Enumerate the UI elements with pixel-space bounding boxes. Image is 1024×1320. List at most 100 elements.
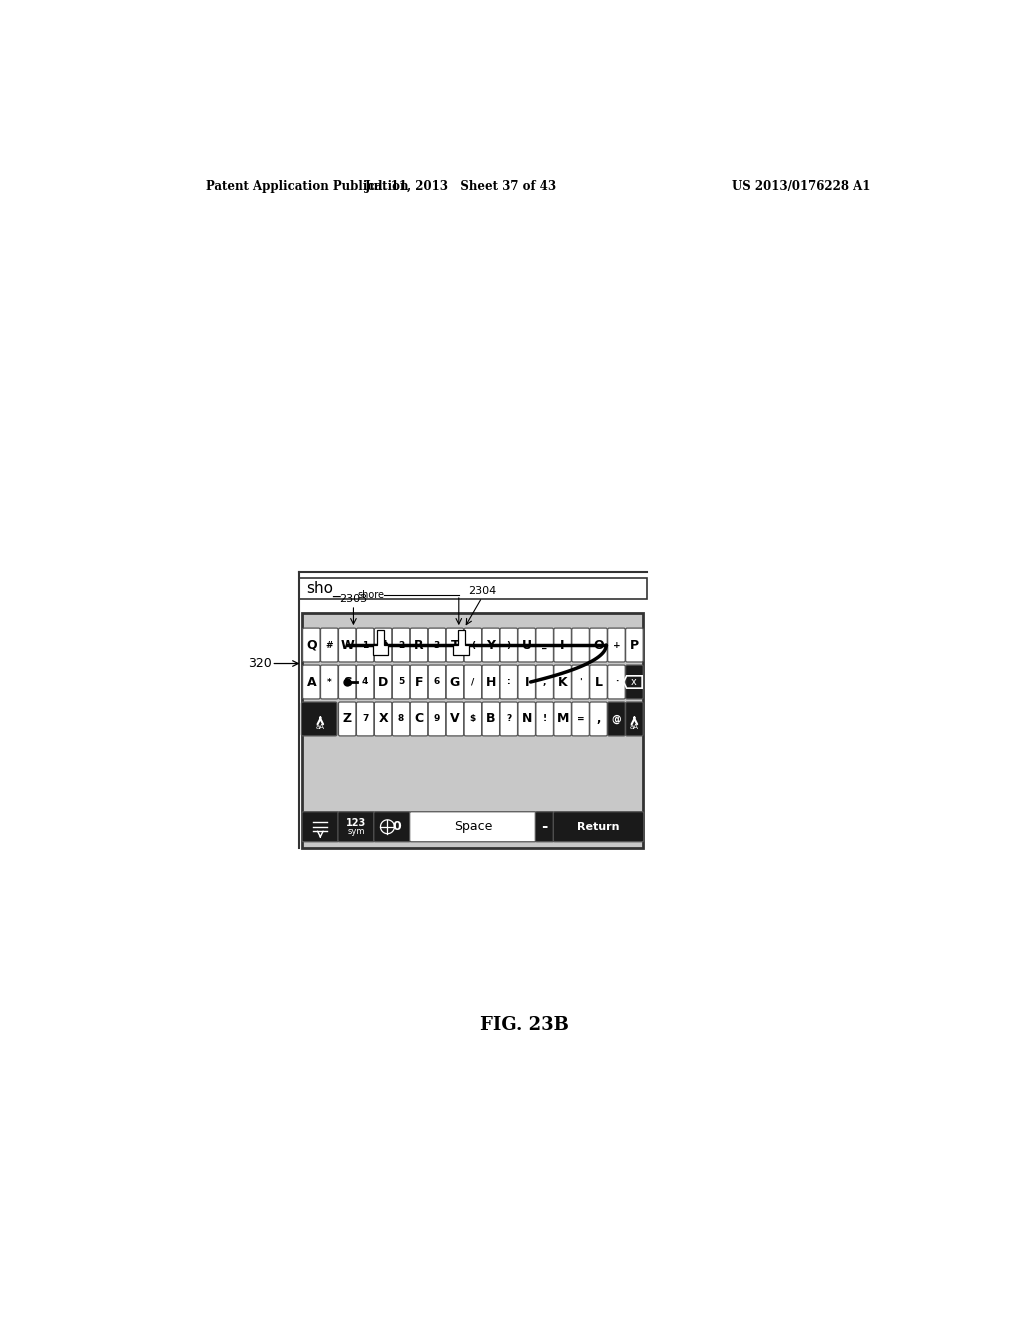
FancyBboxPatch shape bbox=[428, 665, 445, 700]
Text: Z: Z bbox=[343, 713, 352, 726]
Text: shore: shore bbox=[357, 590, 384, 601]
FancyBboxPatch shape bbox=[464, 628, 481, 663]
Text: Return: Return bbox=[578, 822, 620, 832]
Text: ,: , bbox=[543, 677, 547, 686]
Text: ?: ? bbox=[506, 714, 511, 723]
Text: V: V bbox=[451, 713, 460, 726]
FancyBboxPatch shape bbox=[339, 628, 356, 663]
Text: aA: aA bbox=[315, 725, 325, 730]
Text: ): ) bbox=[507, 640, 511, 649]
FancyBboxPatch shape bbox=[411, 628, 428, 663]
Text: !: ! bbox=[543, 714, 547, 723]
Bar bbox=[299, 578, 647, 599]
Text: 9: 9 bbox=[434, 714, 440, 723]
Text: Y: Y bbox=[486, 639, 496, 652]
Text: *: * bbox=[327, 677, 332, 686]
Text: K: K bbox=[558, 676, 567, 689]
Text: $: $ bbox=[470, 714, 476, 723]
FancyBboxPatch shape bbox=[571, 702, 590, 737]
FancyBboxPatch shape bbox=[446, 702, 464, 737]
FancyBboxPatch shape bbox=[392, 702, 410, 737]
FancyBboxPatch shape bbox=[301, 702, 337, 737]
FancyBboxPatch shape bbox=[411, 702, 428, 737]
FancyBboxPatch shape bbox=[411, 665, 428, 700]
Text: O: O bbox=[593, 639, 604, 652]
Text: =: = bbox=[577, 714, 585, 723]
FancyBboxPatch shape bbox=[392, 665, 410, 700]
Text: -: - bbox=[542, 820, 548, 834]
Text: 5: 5 bbox=[398, 677, 404, 686]
FancyBboxPatch shape bbox=[554, 665, 571, 700]
Text: ': ' bbox=[580, 677, 582, 686]
FancyBboxPatch shape bbox=[375, 702, 392, 737]
Bar bbox=[302, 612, 643, 847]
FancyBboxPatch shape bbox=[482, 702, 500, 737]
Text: 3: 3 bbox=[434, 640, 440, 649]
FancyBboxPatch shape bbox=[607, 628, 626, 663]
FancyBboxPatch shape bbox=[607, 702, 626, 737]
Text: sho_: sho_ bbox=[306, 581, 341, 597]
FancyBboxPatch shape bbox=[518, 702, 536, 737]
Text: T: T bbox=[451, 639, 459, 652]
Text: Space: Space bbox=[454, 820, 493, 833]
Text: A: A bbox=[306, 676, 316, 689]
FancyBboxPatch shape bbox=[321, 665, 338, 700]
FancyBboxPatch shape bbox=[536, 812, 554, 842]
FancyBboxPatch shape bbox=[536, 702, 553, 737]
FancyBboxPatch shape bbox=[338, 812, 375, 842]
FancyBboxPatch shape bbox=[302, 812, 339, 842]
FancyBboxPatch shape bbox=[446, 628, 464, 663]
FancyBboxPatch shape bbox=[356, 702, 374, 737]
Text: D: D bbox=[378, 676, 388, 689]
FancyBboxPatch shape bbox=[553, 812, 644, 842]
FancyBboxPatch shape bbox=[500, 665, 517, 700]
Text: P: P bbox=[630, 639, 639, 652]
Text: aA: aA bbox=[630, 725, 639, 730]
Text: US 2013/0176228 A1: US 2013/0176228 A1 bbox=[732, 180, 870, 193]
Text: 7: 7 bbox=[362, 714, 369, 723]
Text: sym: sym bbox=[347, 826, 365, 836]
FancyBboxPatch shape bbox=[554, 702, 571, 737]
FancyBboxPatch shape bbox=[482, 665, 500, 700]
Text: M: M bbox=[556, 713, 568, 726]
FancyBboxPatch shape bbox=[607, 665, 626, 700]
FancyBboxPatch shape bbox=[446, 665, 464, 700]
Text: 123: 123 bbox=[346, 818, 367, 828]
Text: ,: , bbox=[596, 714, 601, 723]
FancyBboxPatch shape bbox=[590, 665, 607, 700]
Text: B: B bbox=[486, 713, 496, 726]
Text: E: E bbox=[379, 639, 387, 652]
FancyBboxPatch shape bbox=[428, 702, 445, 737]
FancyBboxPatch shape bbox=[302, 628, 321, 663]
Text: 8: 8 bbox=[398, 714, 404, 723]
Text: L: L bbox=[595, 676, 602, 689]
Text: N: N bbox=[521, 713, 531, 726]
Text: :: : bbox=[507, 677, 511, 686]
Text: 2303: 2303 bbox=[339, 594, 368, 603]
FancyBboxPatch shape bbox=[375, 665, 392, 700]
Text: C: C bbox=[415, 713, 424, 726]
FancyBboxPatch shape bbox=[518, 628, 536, 663]
Polygon shape bbox=[373, 630, 388, 655]
Text: I: I bbox=[524, 676, 529, 689]
Text: H: H bbox=[485, 676, 496, 689]
FancyBboxPatch shape bbox=[374, 812, 411, 842]
FancyBboxPatch shape bbox=[392, 628, 410, 663]
FancyBboxPatch shape bbox=[339, 702, 356, 737]
Text: _: _ bbox=[543, 640, 547, 649]
FancyBboxPatch shape bbox=[339, 665, 356, 700]
FancyBboxPatch shape bbox=[464, 665, 481, 700]
Text: Patent Application Publication: Patent Application Publication bbox=[206, 180, 408, 193]
Polygon shape bbox=[454, 630, 469, 655]
Text: 320: 320 bbox=[248, 657, 271, 671]
Text: Jul. 11, 2013   Sheet 37 of 43: Jul. 11, 2013 Sheet 37 of 43 bbox=[366, 180, 557, 193]
FancyBboxPatch shape bbox=[500, 628, 517, 663]
FancyBboxPatch shape bbox=[375, 628, 392, 663]
FancyBboxPatch shape bbox=[626, 628, 643, 663]
Text: ·: · bbox=[614, 677, 618, 686]
Text: Q: Q bbox=[306, 639, 316, 652]
Text: R: R bbox=[415, 639, 424, 652]
Text: I: I bbox=[560, 639, 565, 652]
Text: -: - bbox=[579, 640, 583, 649]
Text: F: F bbox=[415, 676, 423, 689]
